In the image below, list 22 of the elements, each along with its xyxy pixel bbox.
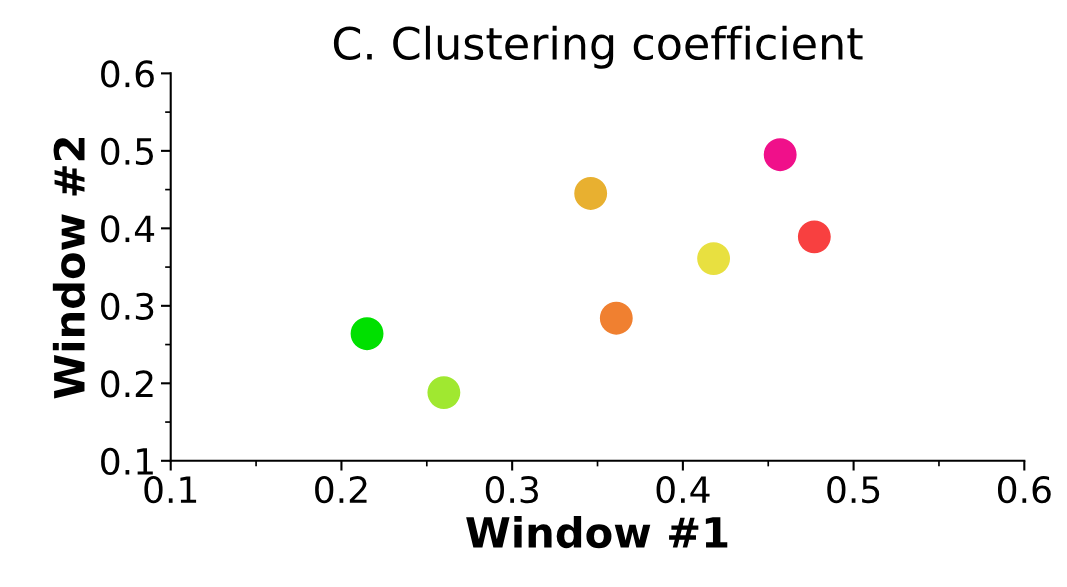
x-tick-label: 0.6 bbox=[997, 476, 1051, 504]
point bbox=[599, 301, 633, 335]
y-axis-title: Window #2 bbox=[52, 138, 86, 399]
x-tick-label: 0.4 bbox=[656, 476, 710, 504]
x-tick-label: 0.3 bbox=[485, 476, 538, 504]
point bbox=[427, 376, 461, 410]
x-tick-label: 0.5 bbox=[827, 476, 880, 504]
point bbox=[797, 220, 831, 254]
y-tick-label: 0.6 bbox=[101, 60, 154, 88]
point bbox=[350, 317, 384, 351]
x-axis-title: Window #1 bbox=[466, 515, 728, 549]
point bbox=[763, 138, 797, 172]
x-tick-label: 0.1 bbox=[144, 476, 197, 504]
y-tick-label: 0.1 bbox=[101, 447, 153, 476]
y-tick-label: 0.5 bbox=[101, 137, 153, 166]
point bbox=[574, 177, 608, 210]
chart-title: C. Clustering coefficient bbox=[333, 25, 863, 69]
y-tick-label: 0.2 bbox=[101, 370, 153, 398]
x-tick-label: 0.2 bbox=[315, 476, 367, 504]
y-tick-label: 0.3 bbox=[101, 292, 154, 321]
y-tick-label: 0.4 bbox=[101, 215, 155, 243]
point bbox=[697, 242, 731, 275]
